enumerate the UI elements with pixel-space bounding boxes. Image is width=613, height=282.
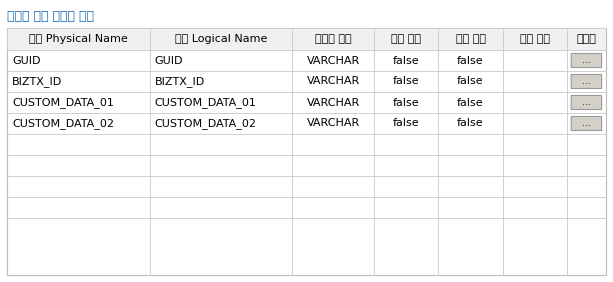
Bar: [7, 28, 606, 275]
Text: false: false: [393, 118, 420, 129]
Text: 아이템: 아이템: [576, 34, 596, 44]
Text: false: false: [457, 76, 484, 87]
FancyBboxPatch shape: [571, 74, 601, 89]
Text: VARCHAR: VARCHAR: [306, 76, 360, 87]
Text: ...: ...: [582, 119, 591, 128]
Text: false: false: [393, 56, 420, 65]
FancyBboxPatch shape: [571, 54, 601, 67]
Text: false: false: [393, 76, 420, 87]
Text: BIZTX_ID: BIZTX_ID: [12, 76, 63, 87]
Text: 정렬 조건: 정렬 조건: [520, 34, 550, 44]
Text: 커스텀 로그 테이블 정보: 커스텀 로그 테이블 정보: [7, 10, 94, 23]
Text: CUSTOM_DATA_01: CUSTOM_DATA_01: [154, 97, 256, 108]
Text: false: false: [457, 98, 484, 107]
Text: VARCHAR: VARCHAR: [306, 98, 360, 107]
Text: ...: ...: [582, 56, 591, 65]
Text: CUSTOM_DATA_02: CUSTOM_DATA_02: [154, 118, 257, 129]
Text: ...: ...: [582, 98, 591, 107]
Bar: [7, 28, 606, 50]
Text: 검색 조건: 검색 조건: [391, 34, 421, 44]
Text: 컬럼 Physical Name: 컬럼 Physical Name: [29, 34, 128, 44]
FancyBboxPatch shape: [571, 96, 601, 109]
Text: 조회 조건: 조회 조건: [455, 34, 485, 44]
Text: GUID: GUID: [12, 56, 40, 65]
Text: 데이터 타입: 데이터 타입: [315, 34, 351, 44]
Text: CUSTOM_DATA_01: CUSTOM_DATA_01: [12, 97, 114, 108]
Text: false: false: [457, 118, 484, 129]
Text: false: false: [457, 56, 484, 65]
Text: CUSTOM_DATA_02: CUSTOM_DATA_02: [12, 118, 114, 129]
Text: VARCHAR: VARCHAR: [306, 56, 360, 65]
Text: VARCHAR: VARCHAR: [306, 118, 360, 129]
Text: BIZTX_ID: BIZTX_ID: [154, 76, 205, 87]
FancyBboxPatch shape: [571, 116, 601, 131]
Text: 컬럼 Logical Name: 컬럼 Logical Name: [175, 34, 267, 44]
Text: ...: ...: [582, 77, 591, 86]
Text: GUID: GUID: [154, 56, 183, 65]
Text: false: false: [393, 98, 420, 107]
